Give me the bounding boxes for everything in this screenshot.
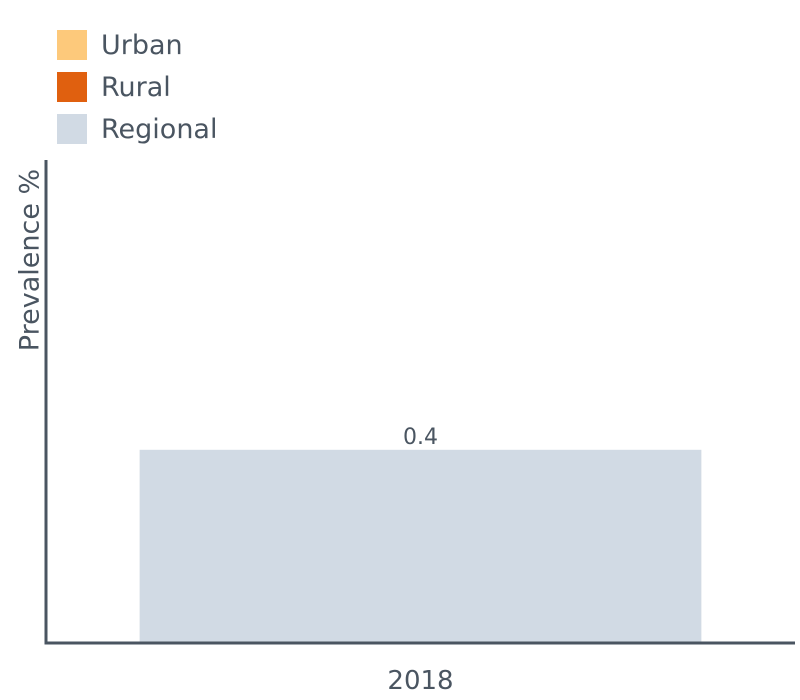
- legend-swatch-urban: [57, 30, 87, 60]
- legend-label-rural: Rural: [101, 71, 171, 103]
- legend-item-rural: Rural: [57, 66, 217, 108]
- data-label-regional-2018: 0.4: [403, 425, 438, 450]
- x-tick-labels-group: 2018: [387, 666, 453, 696]
- legend-item-urban: Urban: [57, 24, 217, 66]
- legend-label-urban: Urban: [101, 29, 183, 61]
- bars-group: [139, 449, 702, 642]
- chart-legend: Urban Rural Regional: [57, 24, 217, 150]
- data-labels-group: 0.4: [403, 425, 438, 450]
- legend-label-regional: Regional: [101, 113, 218, 145]
- bar-regional-2018: [139, 449, 702, 642]
- legend-swatch-regional: [57, 114, 87, 144]
- legend-item-regional: Regional: [57, 108, 217, 150]
- x-tick-label-2018: 2018: [387, 666, 453, 696]
- legend-swatch-rural: [57, 72, 87, 102]
